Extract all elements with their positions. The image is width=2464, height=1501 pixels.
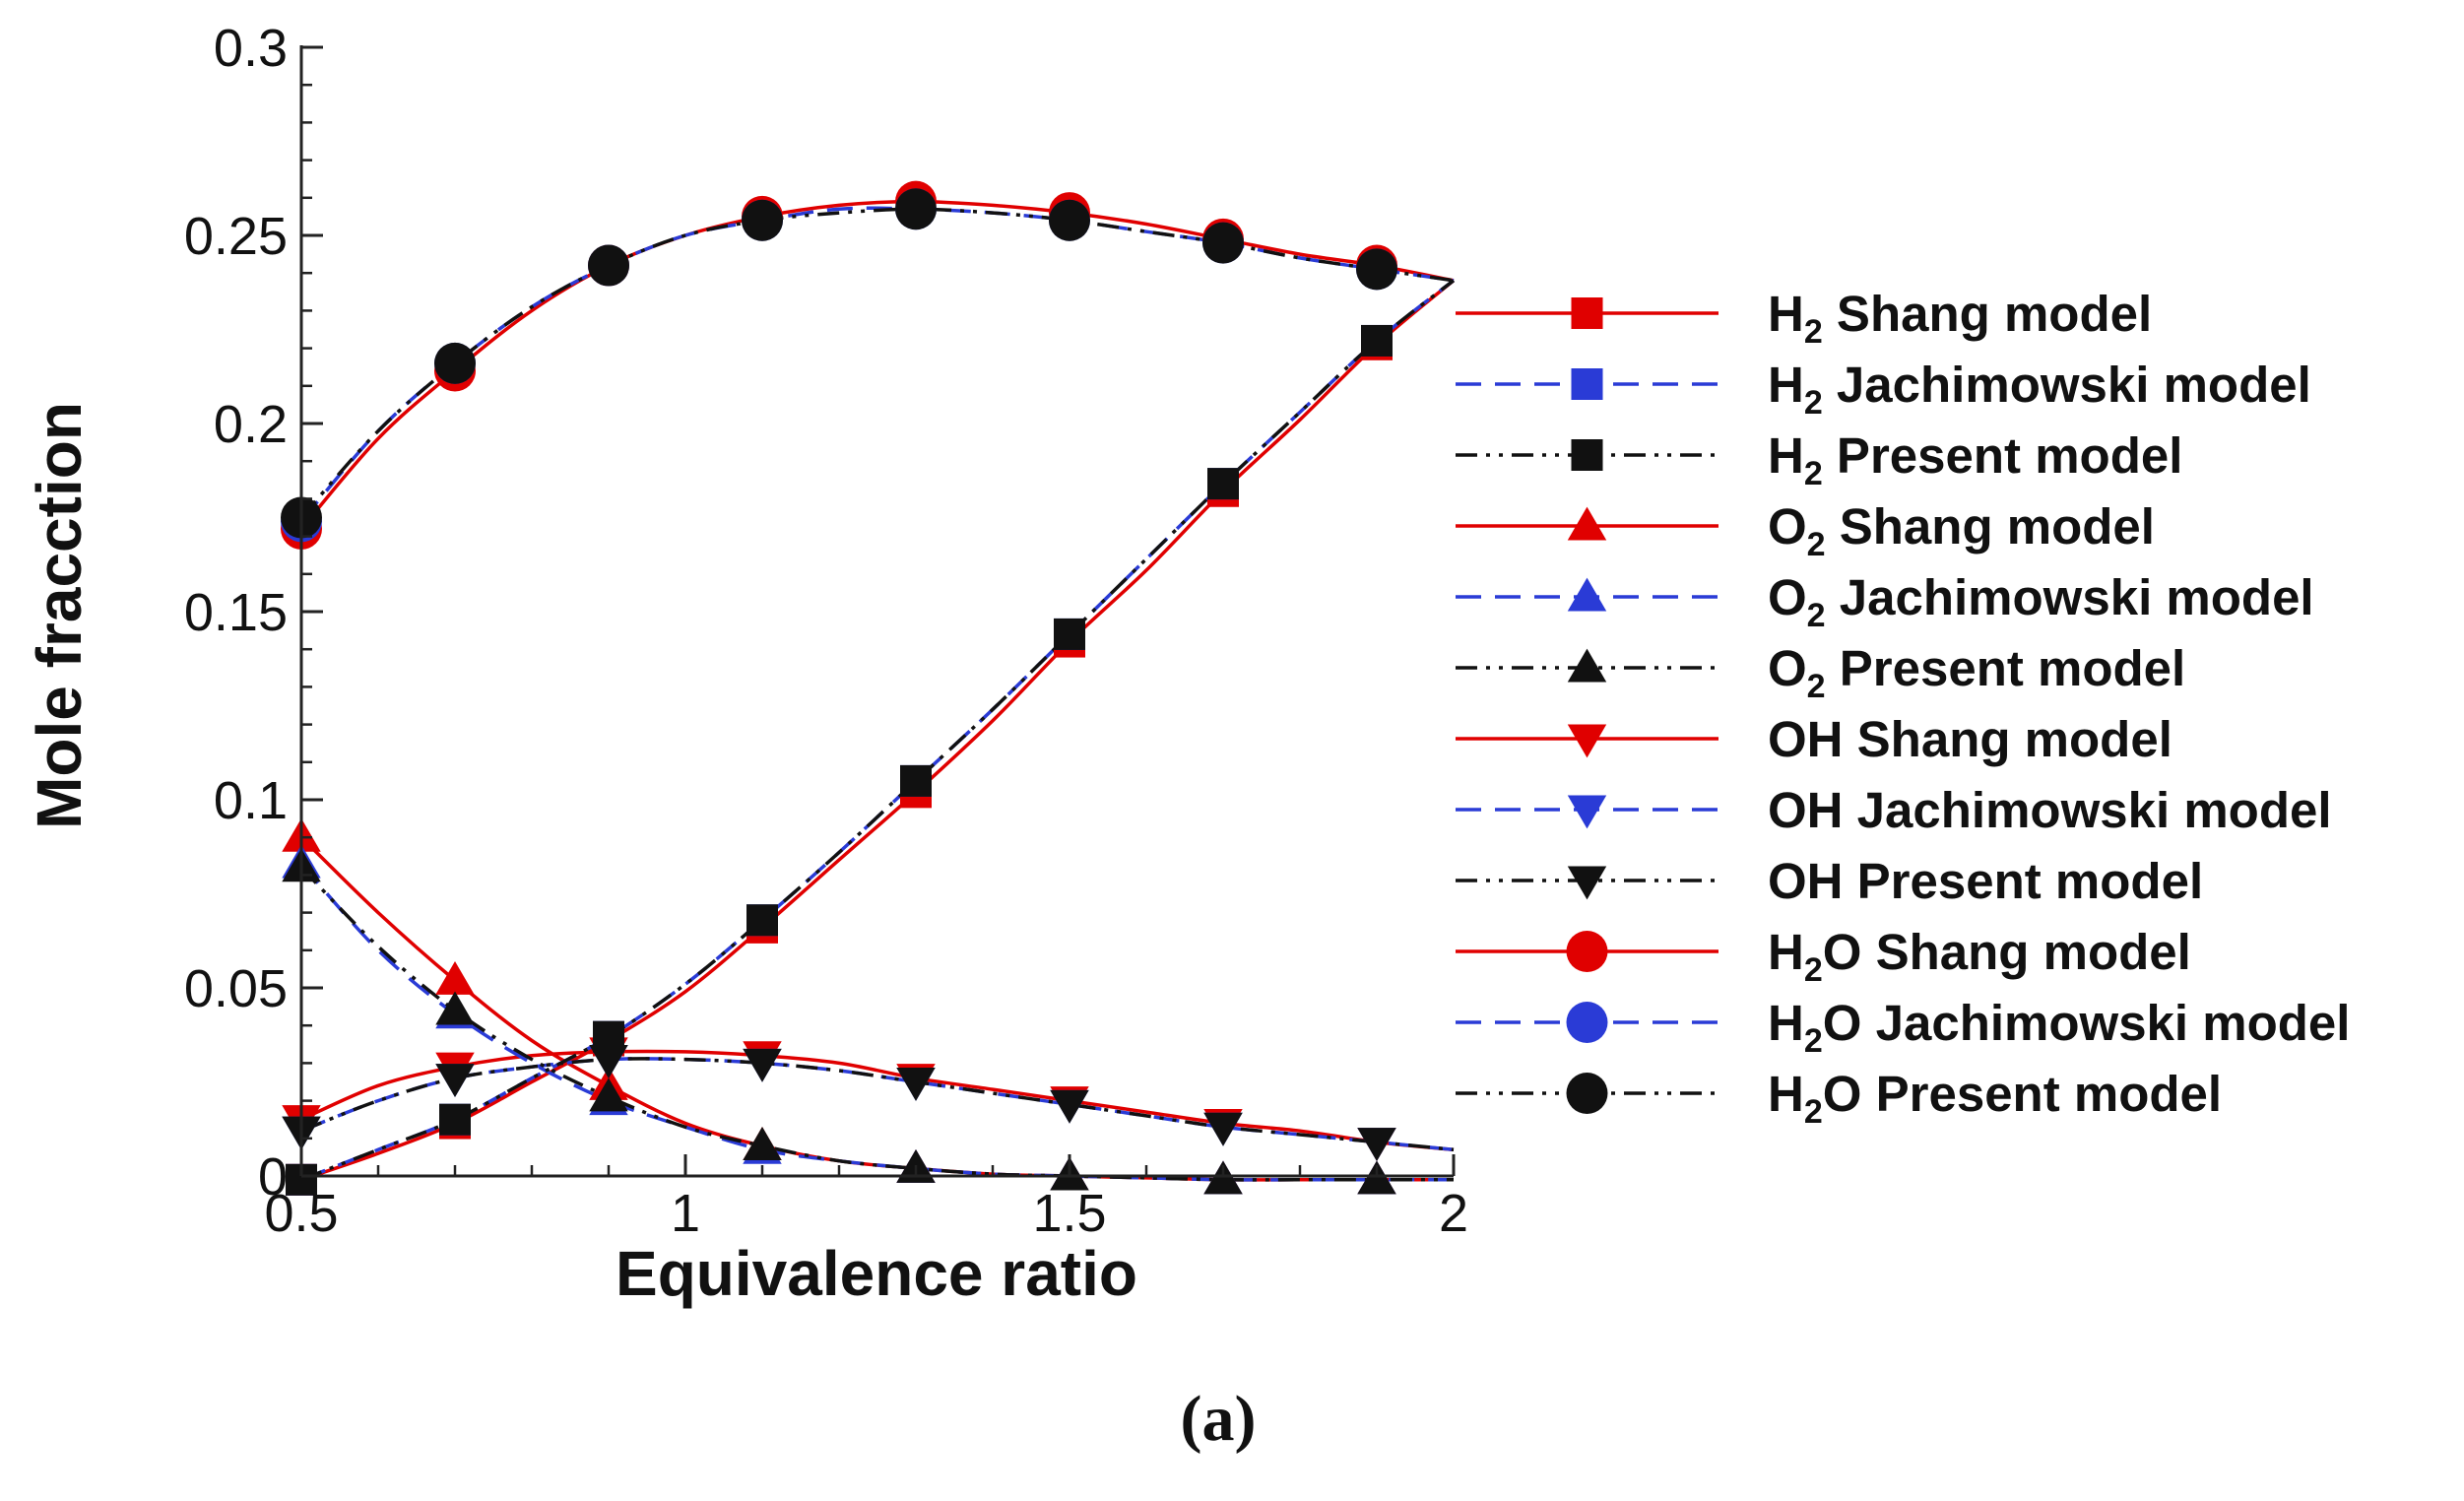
y-tick-label: 0.1 xyxy=(214,771,288,830)
axes: 0 0.05 0.1 0.15 0.2 0.25 0.3 0.5 1 1.5 2 xyxy=(184,19,1468,1243)
legend-marker-oh-jachimowski xyxy=(1567,795,1607,829)
figure-caption: (a) xyxy=(1181,1383,1257,1455)
data-point-h2-present-6 xyxy=(1207,468,1239,500)
y-tick-label: 0.25 xyxy=(184,207,288,266)
data-point-h2o-present-2 xyxy=(588,244,629,287)
data-point-h2o-present-1 xyxy=(434,342,476,384)
y-tick-label: 0.3 xyxy=(214,19,288,78)
data-point-oh-present-2 xyxy=(589,1045,628,1078)
legend-marker-o2-shang xyxy=(1567,506,1607,541)
data-point-o2-present-1 xyxy=(435,991,475,1025)
legend-label-h2o-present: H2O Present model xyxy=(1768,1066,2222,1131)
legend-marker-oh-present xyxy=(1567,866,1607,900)
legend-label-h2-shang: H2 Shang model xyxy=(1768,286,2152,351)
legend-label-oh-jachimowski: OH Jachimowski model xyxy=(1768,782,2332,838)
data-point-h2-present-5 xyxy=(1054,618,1085,650)
legend-label-oh-shang: OH Shang model xyxy=(1768,711,2172,767)
x-tick-label: 2 xyxy=(1439,1184,1468,1243)
data-point-o2-shang-1 xyxy=(435,960,475,995)
data-point-oh-present-7 xyxy=(1357,1128,1396,1161)
legend-marker-oh-shang xyxy=(1567,724,1607,758)
series-line-oh-jachimowski xyxy=(300,1057,1455,1152)
x-tick-label: 0.5 xyxy=(264,1184,338,1243)
series-line-h2-present xyxy=(300,279,1456,1182)
series-line-oh-present xyxy=(300,1057,1455,1152)
series-lines xyxy=(299,199,1456,1182)
x-tick-label: 1.5 xyxy=(1032,1184,1106,1243)
data-point-oh-present-6 xyxy=(1203,1112,1243,1146)
data-point-oh-present-3 xyxy=(743,1048,782,1082)
legend-marker-h2o-shang xyxy=(1566,931,1608,972)
data-point-h2o-present-7 xyxy=(1356,248,1397,291)
data-point-h2-present-1 xyxy=(439,1103,471,1136)
legend-marker-h2-present xyxy=(1571,439,1603,471)
data-point-oh-present-1 xyxy=(435,1064,475,1098)
legend-label-oh-present: OH Present model xyxy=(1768,853,2203,909)
legend-marker-o2-present xyxy=(1567,648,1607,683)
data-point-h2o-present-4 xyxy=(895,188,937,230)
data-point-o2-present-2 xyxy=(589,1077,628,1112)
data-point-h2-present-4 xyxy=(900,764,932,797)
data-point-o2-present-3 xyxy=(743,1127,782,1160)
legend-marker-h2o-present xyxy=(1566,1073,1608,1114)
legend-marker-o2-jachimowski xyxy=(1567,577,1607,612)
x-tick-label: 1 xyxy=(671,1184,700,1243)
y-tick-label: 0 xyxy=(258,1147,288,1207)
data-point-h2o-present-3 xyxy=(742,199,783,241)
legend-marker-h2-shang xyxy=(1571,297,1603,329)
y-tick-label: 0.2 xyxy=(214,395,288,454)
data-point-h2o-present-5 xyxy=(1049,199,1090,241)
data-point-oh-present-5 xyxy=(1050,1089,1089,1124)
series-markers xyxy=(281,180,1397,1196)
data-point-oh-present-4 xyxy=(896,1067,936,1101)
y-axis-title: Mole fracction xyxy=(24,402,95,829)
y-tick-label: 0.15 xyxy=(184,583,288,642)
data-point-h2-present-3 xyxy=(746,904,778,937)
legend-marker-h2o-jachimowski xyxy=(1566,1002,1608,1043)
data-point-h2-present-7 xyxy=(1361,324,1393,357)
data-point-h2o-present-6 xyxy=(1202,222,1244,264)
legend-label-o2-shang: O2 Shang model xyxy=(1768,498,2155,563)
y-tick-label: 0.05 xyxy=(184,959,288,1018)
series-line-h2-shang xyxy=(300,279,1456,1182)
series-line-oh-shang xyxy=(300,1049,1455,1152)
legend-label-h2-present: H2 Present model xyxy=(1768,427,2182,492)
x-axis-title: Equivalence ratio xyxy=(616,1238,1137,1309)
legend-label-o2-present: O2 Present model xyxy=(1768,640,2185,705)
legend-label-o2-jachimowski: O2 Jachimowski model xyxy=(1768,569,2314,634)
legend-label-h2-jachimowski: H2 Jachimowski model xyxy=(1768,357,2311,422)
series-line-h2-jachimowski xyxy=(300,279,1456,1182)
legend-label-h2o-shang: H2O Shang model xyxy=(1768,924,2191,989)
legend-marker-h2-jachimowski xyxy=(1571,368,1603,400)
legend-label-h2o-jachimowski: H2O Jachimowski model xyxy=(1768,995,2350,1060)
